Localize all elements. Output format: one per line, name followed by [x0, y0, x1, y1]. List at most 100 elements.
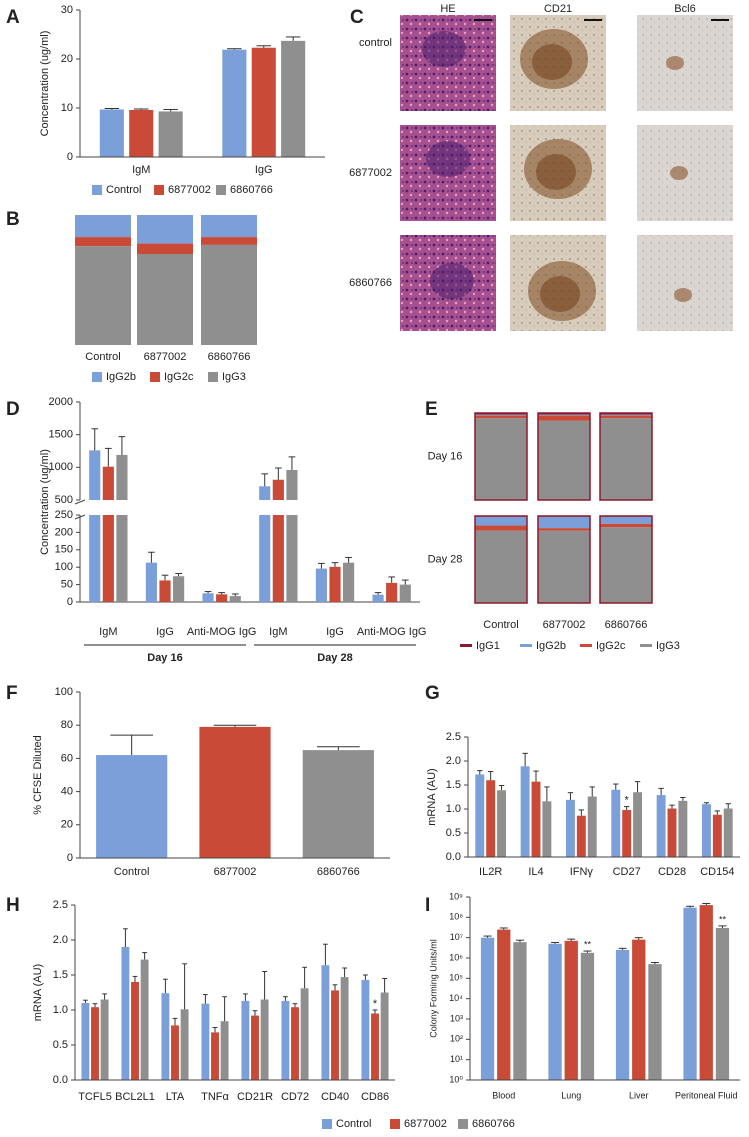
stack-segment	[475, 415, 527, 419]
y-tick-label: 0	[67, 596, 73, 608]
y-axis-label: % CFSE Diluted	[32, 735, 44, 814]
bar	[281, 1000, 290, 1080]
bar	[723, 808, 733, 857]
stack-segment	[538, 528, 590, 531]
bar	[371, 1013, 379, 1080]
stack-segment	[75, 246, 131, 345]
significance-mark: *	[373, 998, 378, 1010]
micrograph	[637, 235, 733, 331]
bar	[129, 109, 154, 157]
bar	[260, 999, 269, 1080]
bar	[286, 515, 298, 602]
bar	[587, 796, 597, 857]
x-tick-label: Blood	[492, 1090, 515, 1100]
x-tick-label: IFNγ	[570, 866, 594, 878]
x-tick-label: 6860766	[208, 351, 251, 363]
legend-label: IgG2c	[164, 371, 194, 383]
follicle	[430, 263, 474, 299]
y-tick-label: 150	[55, 544, 73, 556]
panel-letter: A	[6, 7, 20, 28]
bar	[564, 940, 578, 1080]
x-tick-label: Control	[114, 866, 149, 878]
bar	[321, 965, 330, 1080]
panel-letter: C	[350, 7, 364, 28]
y-tick-label: 10⁰	[449, 1074, 463, 1084]
bar	[211, 1032, 219, 1080]
panel-letter: D	[6, 399, 20, 420]
bar	[251, 47, 276, 158]
x-tick-label: 6877002	[144, 351, 187, 363]
y-tick-label: 0	[67, 852, 73, 864]
bar	[202, 593, 214, 602]
y-tick-label: 10⁶	[449, 952, 463, 962]
bar	[116, 515, 128, 602]
panel-letter: E	[425, 399, 438, 420]
panel-letter: G	[425, 683, 440, 704]
y-tick-label: 10²	[450, 1034, 463, 1044]
stack-outline	[474, 515, 528, 604]
y-tick-label: 2.5	[446, 731, 461, 743]
stack-outline	[599, 412, 653, 501]
x-tick-label: CD154	[700, 866, 734, 878]
y-tick-label: 100	[55, 686, 73, 698]
y-tick-label: 1500	[49, 429, 73, 441]
stack-segment	[475, 516, 527, 526]
bar	[520, 766, 530, 857]
bar	[89, 450, 101, 500]
axis-break	[74, 499, 86, 505]
bar	[121, 947, 130, 1080]
x-tick-label: Control	[483, 619, 518, 631]
y-tick-label: 20	[61, 53, 73, 65]
x-tick-label: TCFL5	[78, 1091, 112, 1103]
bar	[565, 799, 575, 857]
x-tick-label: IgG	[326, 626, 344, 638]
stack-segment	[600, 418, 652, 500]
y-tick-label: 10⁹	[449, 891, 463, 901]
legend-swatch	[520, 644, 532, 647]
significance-mark: *	[625, 795, 630, 807]
bar	[102, 466, 114, 500]
bar	[99, 109, 124, 157]
bar	[648, 964, 662, 1080]
stack-segment	[600, 516, 652, 524]
follicle	[426, 141, 470, 177]
legend-label: IgG1	[476, 640, 500, 652]
legend-label: Control	[336, 1118, 371, 1130]
row-label: 6877002	[349, 167, 392, 179]
stain	[670, 166, 688, 180]
x-tick-label: CD86	[361, 1091, 389, 1103]
y-tick-label: 1.5	[446, 779, 461, 791]
x-tick-label: IL2R	[479, 866, 502, 878]
legend-label: IgG2c	[596, 640, 626, 652]
y-tick-label: 50	[61, 579, 73, 591]
bar	[96, 755, 168, 858]
bar	[712, 814, 722, 857]
y-tick-label: 500	[55, 494, 73, 506]
row-label: 6860766	[349, 277, 392, 289]
x-tick-label: IgG	[255, 164, 273, 176]
x-tick-label: Anti-MOG IgG	[357, 626, 427, 638]
stack-segment	[538, 415, 590, 421]
bar	[286, 469, 298, 500]
group-label: Day 28	[317, 652, 352, 664]
bar	[100, 999, 109, 1080]
column-label: CD21	[544, 3, 572, 15]
stack-segment	[137, 243, 193, 254]
bar	[216, 594, 228, 602]
stack-segment	[600, 413, 652, 415]
legend-label: IgG2b	[106, 371, 136, 383]
x-tick-label: LTA	[166, 1091, 185, 1103]
x-tick-label: IL4	[528, 866, 543, 878]
x-tick-label: 6860766	[605, 619, 648, 631]
bar	[229, 596, 241, 602]
y-axis-label: Concentration (ug/ml)	[39, 31, 51, 137]
stain	[540, 276, 580, 312]
y-tick-label: 2.0	[446, 755, 461, 767]
legend-swatch	[458, 1119, 468, 1129]
bar	[497, 929, 511, 1080]
bar	[102, 515, 114, 602]
x-tick-label: IgM	[269, 626, 287, 638]
legend-swatch	[150, 372, 160, 382]
bar	[343, 562, 355, 602]
panel-letter: H	[6, 895, 20, 916]
